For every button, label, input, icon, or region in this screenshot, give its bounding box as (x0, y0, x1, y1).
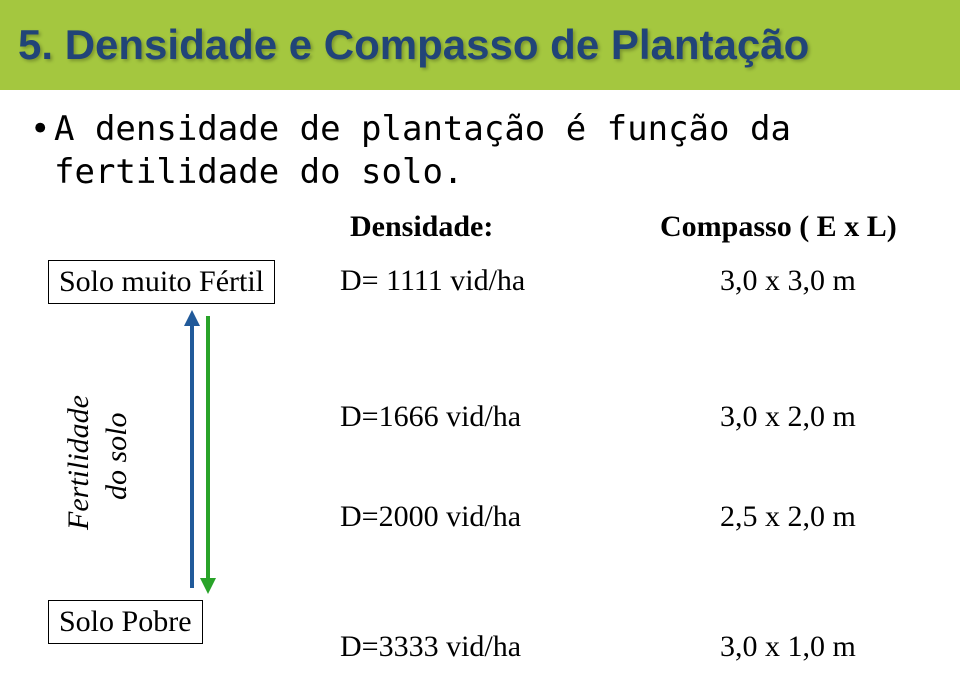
bullet-dot: • (30, 108, 54, 151)
pobre-c: 3,0 x 1,0 m (720, 630, 856, 664)
axis-label-dosolo: do solo (100, 412, 134, 500)
bullet-text: •A densidade de plantação é função da fe… (30, 108, 791, 193)
content-area: •A densidade de plantação é função da fe… (0, 90, 960, 685)
arrow-bidirectional (170, 308, 230, 596)
bullet-line2: fertilidade do solo. (54, 152, 463, 192)
bullet-line1: A densidade de plantação é função da (54, 109, 791, 149)
row3-c: 2,5 x 2,0 m (720, 500, 856, 534)
page-title: 5. Densidade e Compasso de Plantação (18, 21, 809, 69)
pobre-d: D=3333 vid/ha (340, 630, 521, 664)
row3-d: D=2000 vid/ha (340, 500, 521, 534)
row2-c: 3,0 x 2,0 m (720, 400, 856, 434)
axis-label-fertilidade: Fertilidade (62, 395, 96, 530)
label-solo-pobre: Solo Pobre (48, 600, 203, 644)
fertil-d: D= 1111 vid/ha (340, 264, 525, 298)
header-bar: 5. Densidade e Compasso de Plantação (0, 0, 960, 90)
row2-d: D=1666 vid/ha (340, 400, 521, 434)
col-header-densidade: Densidade: (350, 210, 493, 244)
fertil-c: 3,0 x 3,0 m (720, 264, 856, 298)
label-solo-fertil: Solo muito Fértil (48, 260, 275, 304)
col-header-compasso: Compasso ( E x L) (660, 210, 897, 244)
